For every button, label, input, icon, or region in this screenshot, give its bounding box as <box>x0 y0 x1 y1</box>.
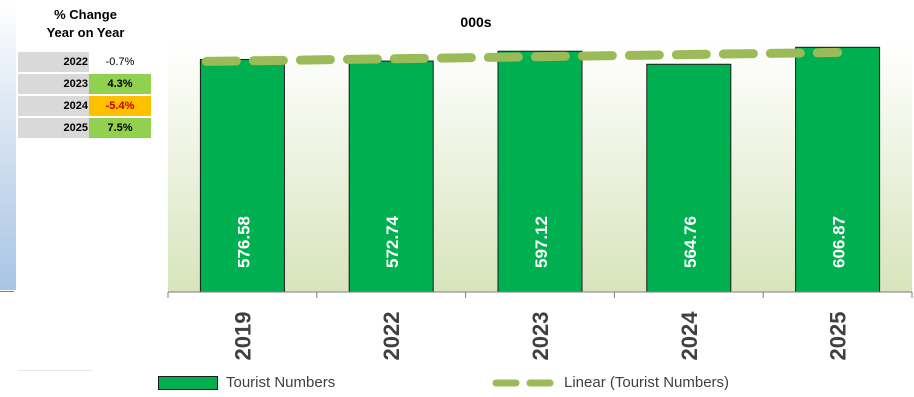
legend-label: Tourist Numbers <box>226 374 336 391</box>
tourist-bar-chart: 000s 576.58 572.74 597.12 564.76 606.87 2019… <box>167 14 913 361</box>
trendline <box>201 47 843 66</box>
x-tick-label: 2024 <box>677 311 702 361</box>
yoy-year: 2023 <box>18 74 89 94</box>
x-tick-label: 2019 <box>230 312 255 361</box>
legend-trend-swatch <box>492 379 556 386</box>
yoy-heading-line1: % Change <box>54 7 117 22</box>
legend-bar-swatch <box>158 375 218 390</box>
left-panel-axis-line <box>0 291 14 292</box>
yoy-heading-line2: Year on Year <box>46 25 125 40</box>
bar-data-label: 606.87 <box>830 216 849 268</box>
yoy-row: 2022 -0.7% <box>18 52 151 72</box>
yoy-row: 2023 4.3% <box>18 74 151 94</box>
yoy-table: 2022 -0.7% 2023 4.3% 2024 -5.4% 2025 7.5… <box>18 50 151 140</box>
bar <box>199 59 285 293</box>
x-tick-label: 2025 <box>826 312 851 361</box>
yoy-year: 2024 <box>18 96 89 116</box>
x-tick-label: 2022 <box>379 312 404 361</box>
chart-title: 000s <box>460 14 491 30</box>
bar <box>497 50 583 293</box>
bar <box>348 60 434 293</box>
yoy-year: 2022 <box>18 52 89 72</box>
left-panel-gradient <box>0 0 16 290</box>
yoy-change: -0.7% <box>89 52 151 72</box>
bar-data-label: 576.58 <box>234 216 253 268</box>
yoy-change: -5.4% <box>89 96 151 116</box>
yoy-year: 2025 <box>18 118 89 138</box>
yoy-row: 2025 7.5% <box>18 118 151 138</box>
bar <box>646 63 732 293</box>
legend: Tourist Numbers Linear (Tourist Numbers) <box>0 374 914 396</box>
legend-label: Linear (Tourist Numbers) <box>564 374 730 391</box>
legend-item-trendline: Linear (Tourist Numbers) <box>492 374 729 391</box>
left-panel-bottom-line <box>18 370 92 371</box>
yoy-change: 7.5% <box>89 118 151 138</box>
yoy-row: 2024 -5.4% <box>18 96 151 116</box>
legend-item-tourist-numbers: Tourist Numbers <box>158 374 335 391</box>
yoy-heading: % Change Year on Year <box>18 6 153 42</box>
yoy-change: 4.3% <box>89 74 151 94</box>
bar-data-label: 572.74 <box>383 215 402 268</box>
bar <box>795 46 881 293</box>
bar-data-label: 597.12 <box>532 216 551 268</box>
x-tick-label: 2023 <box>528 312 553 361</box>
bar-data-label: 564.76 <box>681 216 700 268</box>
